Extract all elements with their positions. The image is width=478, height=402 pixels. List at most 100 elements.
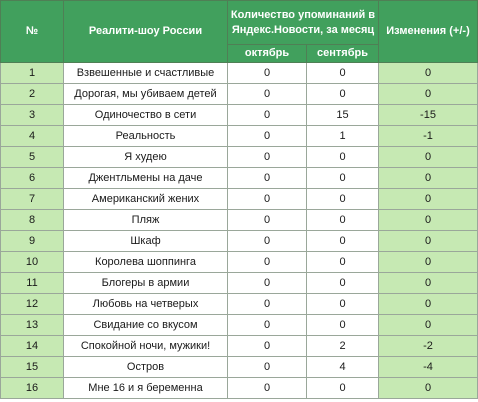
show-name-cell: Остров [63, 356, 228, 378]
show-name-cell: Реальность [63, 125, 228, 147]
change-cell: -4 [378, 356, 478, 378]
header-number: № [0, 0, 64, 63]
october-count-cell: 0 [227, 104, 307, 126]
september-count-cell: 0 [306, 377, 379, 399]
september-count-cell: 0 [306, 272, 379, 294]
show-name-cell: Любовь на четверых [63, 293, 228, 315]
october-count-cell: 0 [227, 335, 307, 357]
row-number-cell: 6 [0, 167, 64, 189]
change-cell: 0 [378, 293, 478, 315]
table-body: 1 Взвешенные и счастливые 0 0 0 2 Дорогая, мы … [0, 62, 478, 399]
table-row: 12 Любовь на четверых 0 0 0 [0, 293, 478, 315]
september-count-cell: 1 [306, 125, 379, 147]
table-row: 8 Пляж 0 0 0 [0, 209, 478, 231]
show-name-cell: Взвешенные и счастливые [63, 62, 228, 84]
september-count-cell: 0 [306, 167, 379, 189]
table-header: № Реалити-шоу России Количество упоминан… [0, 0, 478, 63]
table-row: 11 Блогеры в армии 0 0 0 [0, 272, 478, 294]
table-row: 6 Джентльмены на даче 0 0 0 [0, 167, 478, 189]
header-show-name: Реалити-шоу России [63, 0, 228, 63]
change-cell: 0 [378, 230, 478, 252]
row-number-cell: 9 [0, 230, 64, 252]
october-count-cell: 0 [227, 209, 307, 231]
header-september: сентябрь [306, 44, 379, 63]
row-number-cell: 4 [0, 125, 64, 147]
row-number-cell: 7 [0, 188, 64, 210]
show-name-cell: Спокойной ночи, мужики! [63, 335, 228, 357]
change-cell: 0 [378, 167, 478, 189]
show-name-cell: Одиночество в сети [63, 104, 228, 126]
row-number-cell: 1 [0, 62, 64, 84]
table-row: 9 Шкаф 0 0 0 [0, 230, 478, 252]
october-count-cell: 0 [227, 272, 307, 294]
row-number-cell: 11 [0, 272, 64, 294]
september-count-cell: 2 [306, 335, 379, 357]
table-row: 16 Мне 16 и я беременна 0 0 0 [0, 377, 478, 399]
show-name-cell: Пляж [63, 209, 228, 231]
change-cell: -15 [378, 104, 478, 126]
october-count-cell: 0 [227, 251, 307, 273]
row-number-cell: 12 [0, 293, 64, 315]
row-number-cell: 5 [0, 146, 64, 168]
show-name-cell: Блогеры в армии [63, 272, 228, 294]
show-name-cell: Дорогая, мы убиваем детей [63, 83, 228, 105]
october-count-cell: 0 [227, 230, 307, 252]
show-name-cell: Я худею [63, 146, 228, 168]
october-count-cell: 0 [227, 83, 307, 105]
table-row: 3 Одиночество в сети 0 15 -15 [0, 104, 478, 126]
october-count-cell: 0 [227, 167, 307, 189]
row-number-cell: 13 [0, 314, 64, 336]
october-count-cell: 0 [227, 62, 307, 84]
row-number-cell: 8 [0, 209, 64, 231]
table-row: 13 Свидание со вкусом 0 0 0 [0, 314, 478, 336]
show-name-cell: Свидание со вкусом [63, 314, 228, 336]
show-name-cell: Американский жених [63, 188, 228, 210]
change-cell: 0 [378, 251, 478, 273]
change-cell: 0 [378, 83, 478, 105]
september-count-cell: 0 [306, 188, 379, 210]
row-number-cell: 2 [0, 83, 64, 105]
change-cell: 0 [378, 62, 478, 84]
october-count-cell: 0 [227, 188, 307, 210]
row-number-cell: 14 [0, 335, 64, 357]
table-row: 14 Спокойной ночи, мужики! 0 2 -2 [0, 335, 478, 357]
show-name-cell: Шкаф [63, 230, 228, 252]
september-count-cell: 15 [306, 104, 379, 126]
table-row: 7 Американский жених 0 0 0 [0, 188, 478, 210]
header-october: октябрь [227, 44, 307, 63]
october-count-cell: 0 [227, 146, 307, 168]
change-cell: 0 [378, 377, 478, 399]
row-number-cell: 10 [0, 251, 64, 273]
change-cell: 0 [378, 314, 478, 336]
october-count-cell: 0 [227, 356, 307, 378]
october-count-cell: 0 [227, 293, 307, 315]
table-row: 1 Взвешенные и счастливые 0 0 0 [0, 62, 478, 84]
september-count-cell: 0 [306, 62, 379, 84]
change-cell: 0 [378, 188, 478, 210]
table-row: 15 Остров 0 4 -4 [0, 356, 478, 378]
header-change: Изменения (+/-) [378, 0, 478, 63]
september-count-cell: 0 [306, 251, 379, 273]
october-count-cell: 0 [227, 314, 307, 336]
row-number-cell: 15 [0, 356, 64, 378]
table-row: 4 Реальность 0 1 -1 [0, 125, 478, 147]
september-count-cell: 0 [306, 314, 379, 336]
october-count-cell: 0 [227, 377, 307, 399]
september-count-cell: 0 [306, 146, 379, 168]
change-cell: -2 [378, 335, 478, 357]
october-count-cell: 0 [227, 125, 307, 147]
change-cell: 0 [378, 272, 478, 294]
change-cell: 0 [378, 146, 478, 168]
show-name-cell: Мне 16 и я беременна [63, 377, 228, 399]
september-count-cell: 4 [306, 356, 379, 378]
table-row: 2 Дорогая, мы убиваем детей 0 0 0 [0, 83, 478, 105]
september-count-cell: 0 [306, 83, 379, 105]
september-count-cell: 0 [306, 293, 379, 315]
september-count-cell: 0 [306, 209, 379, 231]
september-count-cell: 0 [306, 230, 379, 252]
header-mentions: Количество упоминаний в Яндекс.Новости, … [227, 0, 379, 45]
row-number-cell: 3 [0, 104, 64, 126]
show-name-cell: Королева шоппинга [63, 251, 228, 273]
show-name-cell: Джентльмены на даче [63, 167, 228, 189]
